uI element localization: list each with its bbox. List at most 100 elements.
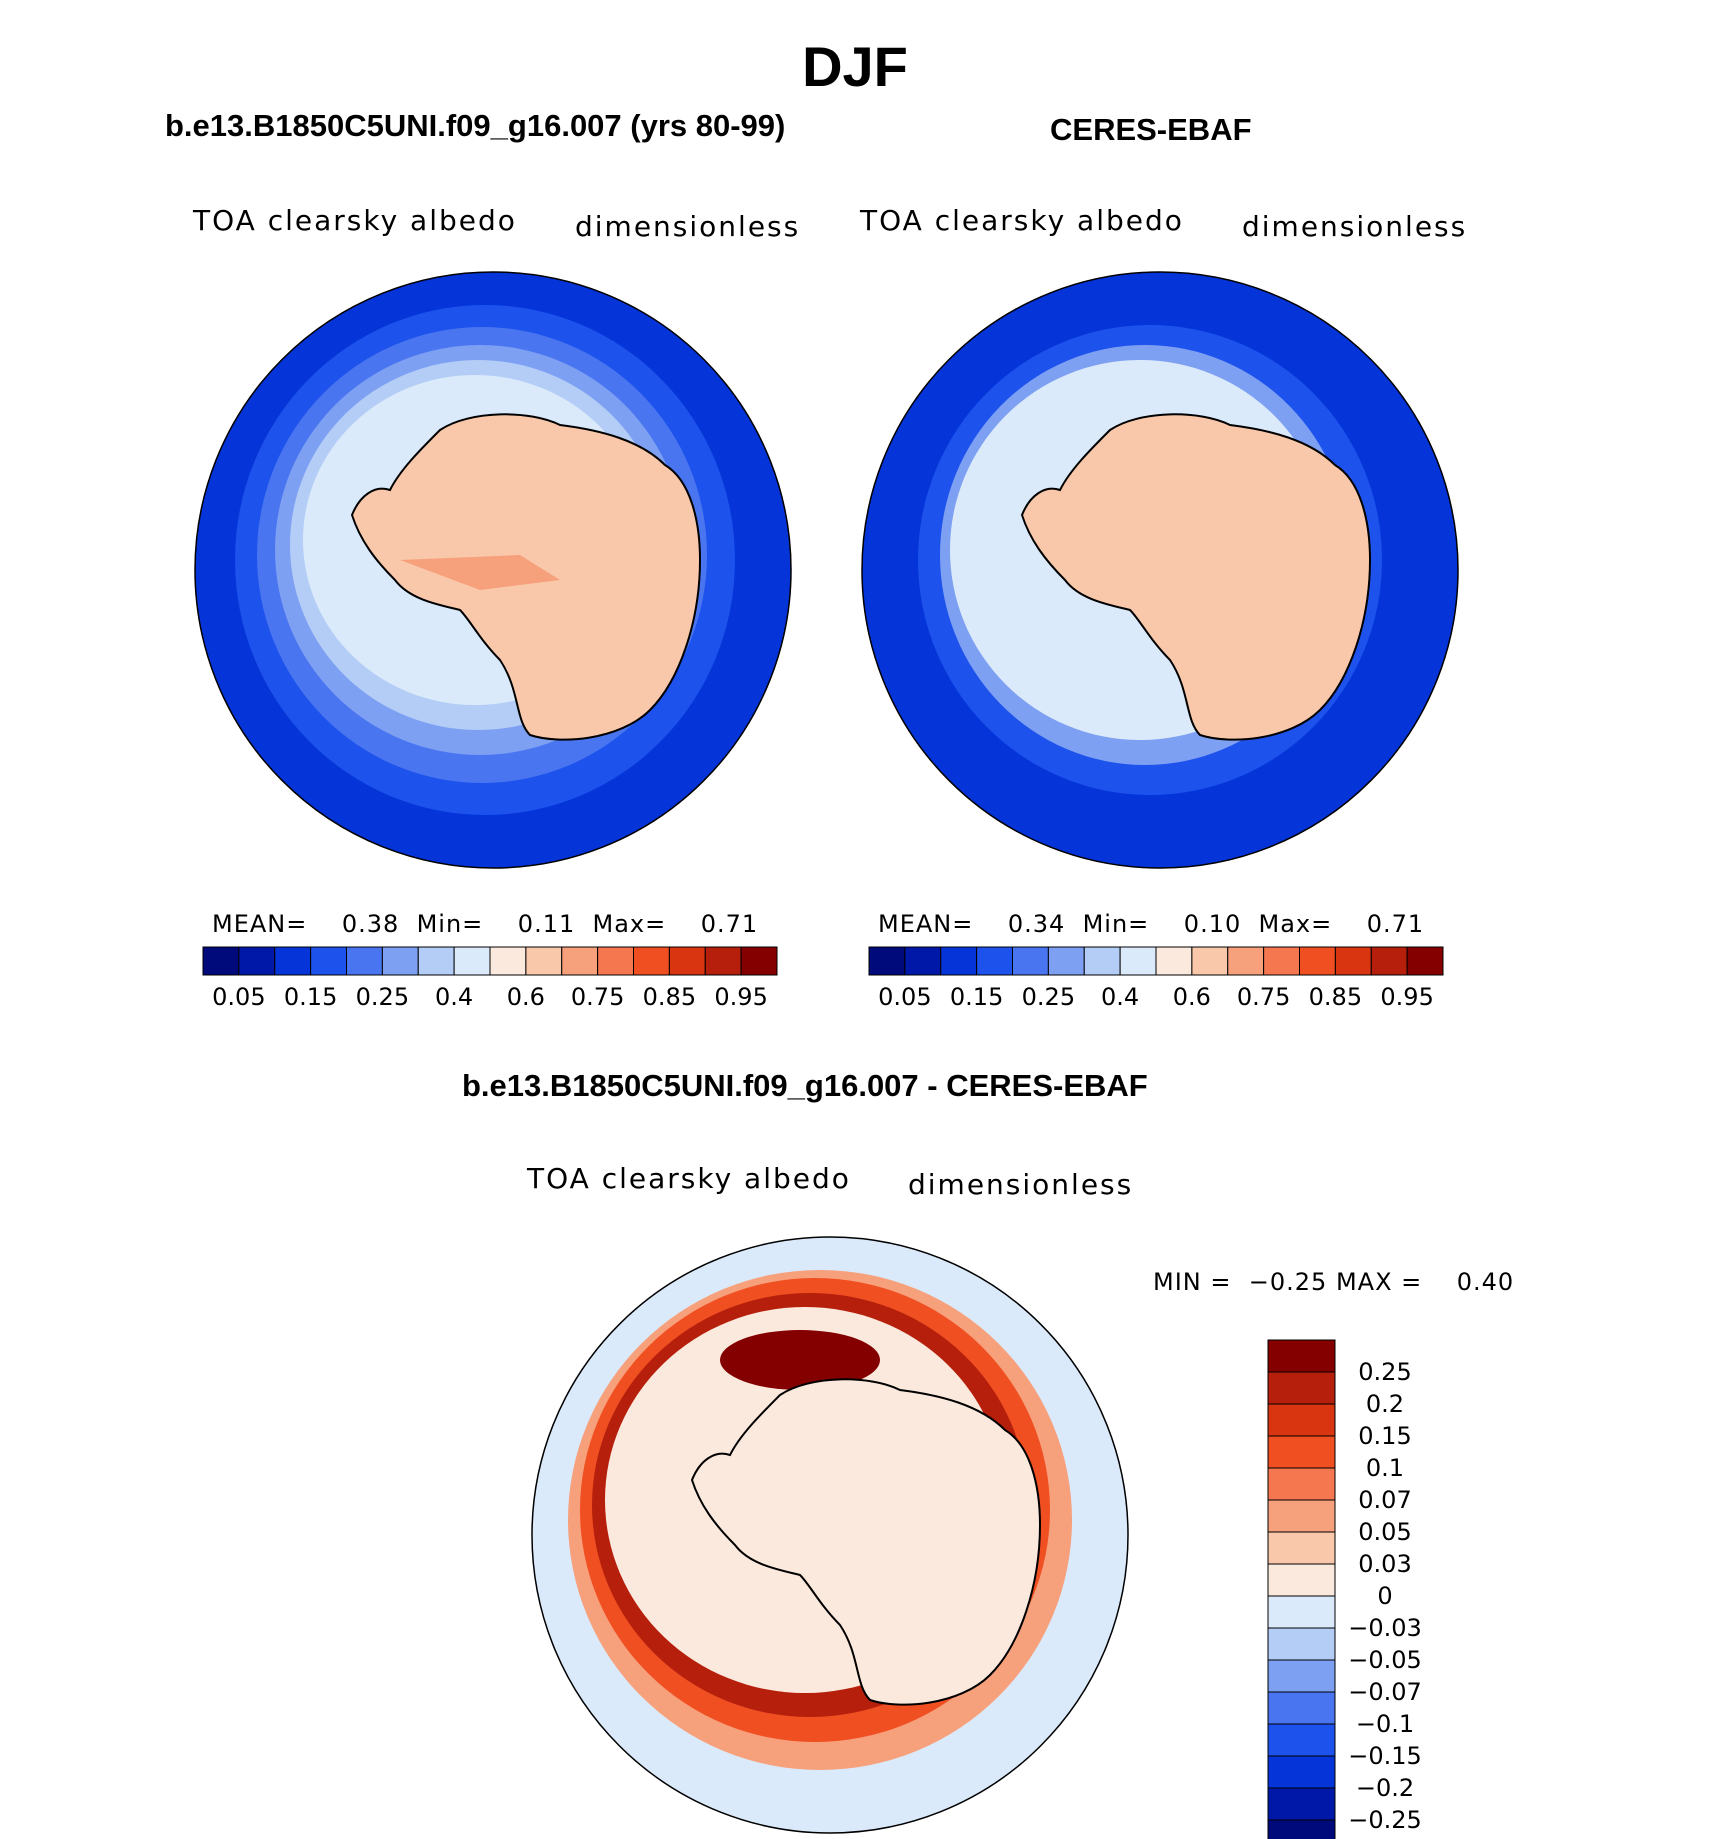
- diff-max-label: MAX =: [1335, 1268, 1423, 1296]
- diff-colorbar: 0.25 0.2 0.15 0.1 0.07 0.05 0.03 0 −0.03 −0.05 −0.…: [1267, 1339, 1422, 1839]
- left-colorbar-swatch: [633, 946, 670, 976]
- right-variable-label: TOA clearsky albedo: [860, 204, 1184, 237]
- diff-coastline: [690, 1378, 1042, 1706]
- diff-min-value: −0.25: [1248, 1268, 1328, 1296]
- right-colorbar-swatch: [1406, 946, 1444, 976]
- right-colorbar-tick-label: 0.15: [950, 983, 1003, 1011]
- diff-colorbar-swatch: [1267, 1595, 1336, 1629]
- right-panel-title: CERES-EBAF: [1050, 112, 1252, 147]
- left-units-label: dimensionless: [575, 210, 801, 243]
- left-colorbar-swatch: [704, 946, 742, 976]
- left-colorbar-tick-label: 0.15: [284, 983, 337, 1011]
- diff-colorbar-swatch: [1267, 1627, 1336, 1661]
- left-colorbar-swatch: [238, 946, 276, 976]
- left-colorbar-swatch: [202, 946, 240, 976]
- left-colorbar-swatch: [597, 946, 634, 976]
- left-min-value: 0.11: [517, 910, 576, 938]
- diff-colorbar-swatch: [1267, 1691, 1336, 1725]
- diff-colorbar-tick-label: −0.07: [1348, 1678, 1422, 1706]
- left-colorbar-tick-label: 0.85: [643, 983, 696, 1011]
- left-max-label: Max=: [592, 910, 667, 938]
- right-coastline: [1020, 413, 1372, 741]
- right-colorbar-swatch: [1047, 946, 1085, 976]
- right-colorbar-swatch: [1299, 946, 1336, 976]
- diff-colorbar-swatch: [1267, 1435, 1336, 1469]
- diff-colorbar-tick-label: −0.25: [1348, 1806, 1422, 1834]
- right-colorbar-swatch: [1119, 946, 1157, 976]
- left-colorbar-swatch: [381, 946, 419, 976]
- left-coastline: [350, 413, 702, 741]
- diff-colorbar-swatch: [1267, 1787, 1336, 1821]
- left-colorbar-tick-label: 0.25: [356, 983, 409, 1011]
- right-colorbar-tick-label: 0.6: [1173, 983, 1211, 1011]
- diff-colorbar-tick-label: −0.05: [1348, 1646, 1422, 1674]
- diff-colorbar-tick-label: 0.25: [1358, 1358, 1411, 1386]
- diff-stats: MIN = −0.25 MAX = 0.40: [1153, 1268, 1514, 1296]
- diff-colorbar-swatch: [1267, 1403, 1336, 1437]
- left-colorbar-swatch: [453, 946, 491, 976]
- right-colorbar-tick-label: 0.4: [1101, 983, 1139, 1011]
- diff-colorbar-tick-label: −0.03: [1348, 1614, 1422, 1642]
- left-colorbar-swatch: [489, 946, 527, 976]
- right-colorbar-swatch: [1012, 946, 1049, 976]
- left-colorbar: 0.05 0.15 0.25 0.4 0.6 0.75 0.85 0.95: [202, 946, 778, 1011]
- right-colorbar-tick-label: 0.85: [1309, 983, 1362, 1011]
- left-colorbar-swatch: [310, 946, 347, 976]
- diff-colorbar-swatch: [1267, 1499, 1336, 1533]
- left-colorbar-swatch: [274, 946, 312, 976]
- diff-colorbar-tick-label: 0.03: [1358, 1550, 1411, 1578]
- right-colorbar-tick-label: 0.05: [878, 983, 931, 1011]
- right-mean-label: MEAN=: [878, 910, 974, 938]
- right-max-value: 0.71: [1366, 910, 1425, 938]
- right-min-label: Min=: [1082, 910, 1150, 938]
- right-min-value: 0.10: [1183, 910, 1242, 938]
- diff-colorbar-tick-label: 0.05: [1358, 1518, 1411, 1546]
- left-colorbar-tick-label: 0.95: [714, 983, 767, 1011]
- left-variable-label: TOA clearsky albedo: [193, 204, 517, 237]
- left-colorbar-swatch: [525, 946, 563, 976]
- right-colorbar-tick-label: 0.75: [1237, 983, 1290, 1011]
- diff-colorbar-tick-label: 0.1: [1366, 1454, 1404, 1482]
- diff-max-value: 0.40: [1456, 1268, 1515, 1296]
- diff-polar-map: [532, 1237, 1128, 1833]
- left-colorbar-swatch: [561, 946, 599, 976]
- left-map-border: [194, 271, 792, 869]
- diff-colorbar-swatch: [1267, 1339, 1336, 1373]
- right-colorbar-swatch: [1227, 946, 1265, 976]
- diff-colorbar-swatch: [1267, 1531, 1336, 1565]
- left-polar-map: [195, 272, 791, 868]
- figure-title: DJF: [802, 35, 908, 98]
- right-colorbar-tick-label: 0.25: [1022, 983, 1075, 1011]
- right-units-label: dimensionless: [1242, 210, 1468, 243]
- diff-colorbar-tick-label: −0.1: [1356, 1710, 1414, 1738]
- diff-colorbar-tick-label: 0.2: [1366, 1390, 1404, 1418]
- left-min-label: Min=: [416, 910, 484, 938]
- left-colorbar-tick-label: 0.6: [507, 983, 545, 1011]
- right-colorbar-swatch: [1083, 946, 1121, 976]
- diff-map-border: [531, 1236, 1129, 1834]
- left-colorbar-swatch: [346, 946, 383, 976]
- left-panel-title: b.e13.B1850C5UNI.f09_g16.007 (yrs 80-99): [165, 108, 786, 143]
- right-colorbar-swatch: [904, 946, 942, 976]
- right-max-label: Max=: [1258, 910, 1333, 938]
- right-colorbar-swatch: [1334, 946, 1372, 976]
- right-colorbar-swatch: [1263, 946, 1300, 976]
- diff-colorbar-tick-label: 0.15: [1358, 1422, 1411, 1450]
- diff-panel-title: b.e13.B1850C5UNI.f09_g16.007 - CERES-EBA…: [462, 1068, 1148, 1103]
- diff-colorbar-swatch: [1267, 1723, 1336, 1757]
- left-colorbar-tick-label: 0.05: [212, 983, 265, 1011]
- right-colorbar-swatch: [1155, 946, 1193, 976]
- diff-colorbar-tick-label: 0.07: [1358, 1486, 1411, 1514]
- right-colorbar-swatch: [1191, 946, 1229, 976]
- right-stats: MEAN= 0.34 Min= 0.10 Max= 0.71: [878, 910, 1424, 938]
- right-colorbar-tick-label: 0.95: [1380, 983, 1433, 1011]
- right-colorbar-swatch: [1370, 946, 1408, 976]
- right-map-border: [861, 271, 1459, 869]
- diff-colorbar-swatch: [1267, 1819, 1336, 1839]
- left-colorbar-swatch: [417, 946, 455, 976]
- left-stats: MEAN= 0.38 Min= 0.11 Max= 0.71: [212, 910, 758, 938]
- diff-colorbar-tick-label: −0.15: [1348, 1742, 1422, 1770]
- right-colorbar-swatch: [868, 946, 906, 976]
- diff-colorbar-swatch: [1267, 1371, 1336, 1405]
